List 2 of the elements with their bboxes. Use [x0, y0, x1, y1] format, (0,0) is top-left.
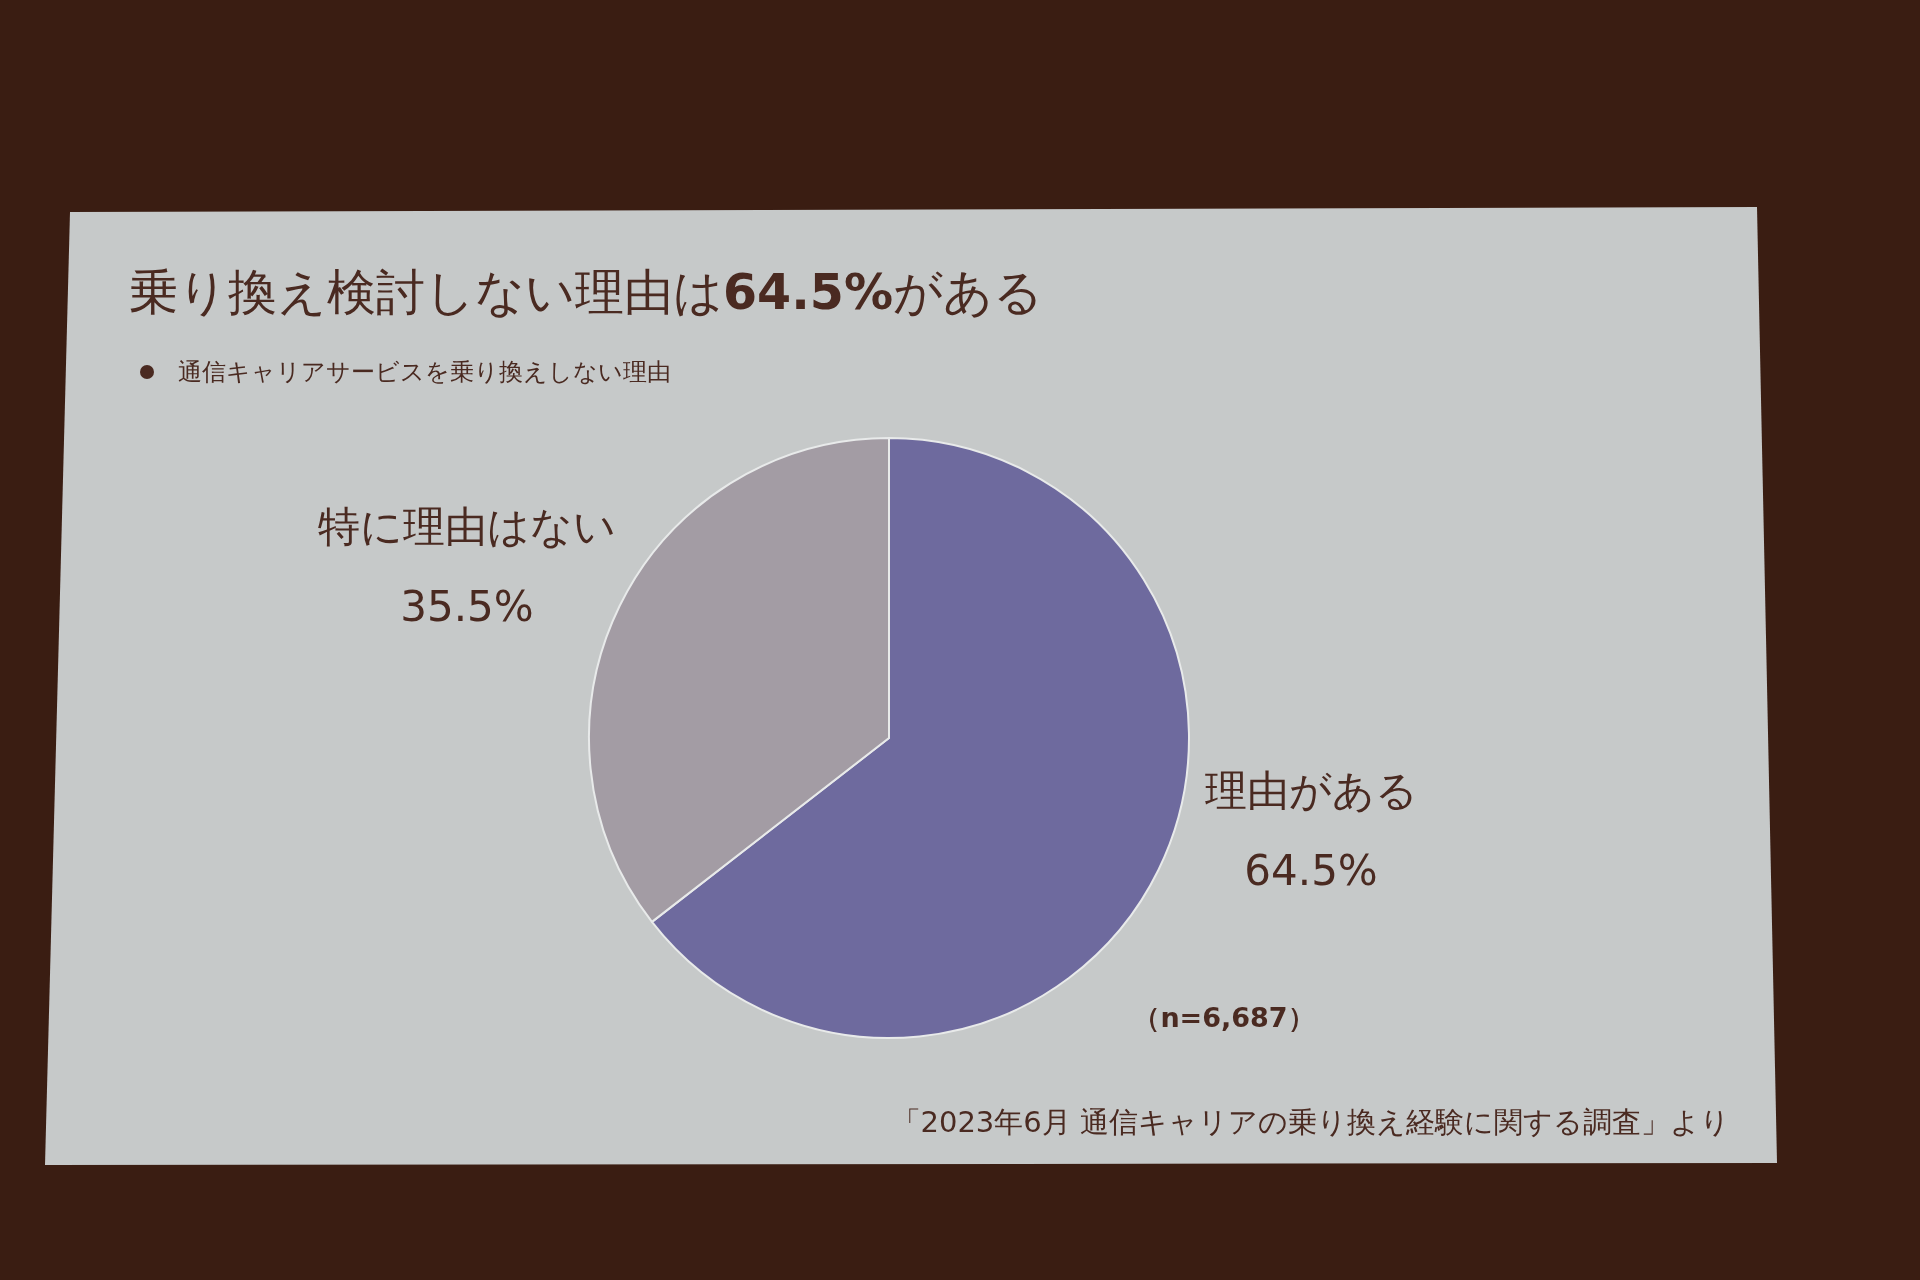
title: 乗り換え検討しない理由は64.5%がある: [129, 263, 1043, 321]
subtitle: 通信キャリアサービスを乗り換えしない理由: [178, 358, 671, 386]
